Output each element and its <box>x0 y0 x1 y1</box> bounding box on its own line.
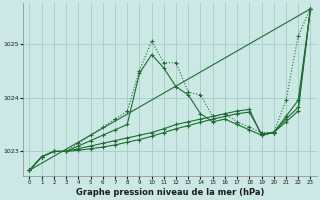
X-axis label: Graphe pression niveau de la mer (hPa): Graphe pression niveau de la mer (hPa) <box>76 188 264 197</box>
